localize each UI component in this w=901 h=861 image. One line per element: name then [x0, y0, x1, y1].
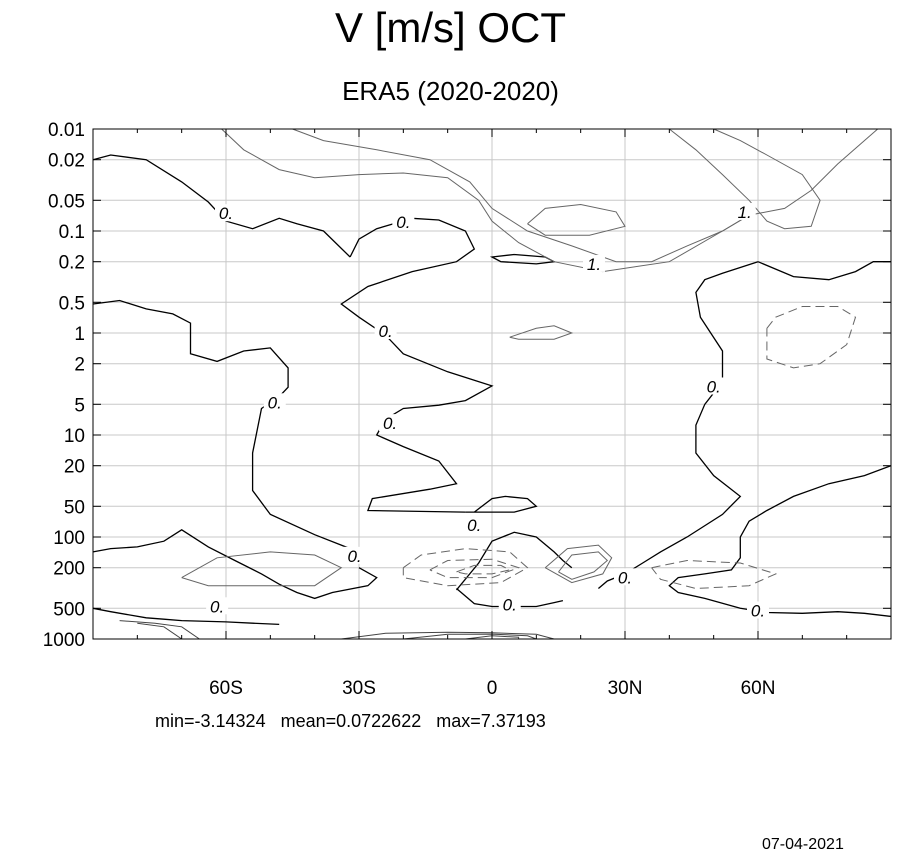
- y-tick-label: 0.5: [59, 293, 85, 314]
- contour-positive: [181, 551, 343, 587]
- contour-label-bg: [582, 254, 605, 272]
- y-tick-label: 0.05: [48, 191, 85, 212]
- y-tick-label: 1: [74, 324, 85, 345]
- y-tick-label: 1000: [43, 630, 85, 651]
- contour-label-bg: [733, 202, 756, 220]
- contour-positive: [221, 128, 879, 273]
- contour-zero: [668, 465, 892, 618]
- contour-lines: [92, 128, 892, 640]
- contour-positive: [509, 325, 574, 340]
- contour-label: 0.: [219, 204, 233, 223]
- y-tick-label: 0.2: [59, 253, 85, 274]
- y-tick-label: 100: [53, 528, 85, 549]
- y-tick-label: 50: [64, 497, 85, 518]
- x-axis-tick-labels: 60S 30S 0 30N 60N: [209, 678, 775, 699]
- stat-max: max=7.37193: [436, 711, 546, 731]
- contour-label: 0.: [379, 322, 393, 341]
- contour-positive: [668, 128, 821, 230]
- x-tick-label: 60S: [209, 678, 243, 699]
- contour-positive: [527, 203, 626, 236]
- y-tick-label: 5: [74, 395, 85, 416]
- contour-surface: [341, 631, 555, 640]
- contour-zero: [455, 531, 573, 591]
- contour-label-bg: [215, 204, 237, 222]
- contour-label-bg: [263, 393, 286, 411]
- contour-label: 0.: [383, 414, 397, 433]
- x-tick-label: 60N: [741, 678, 776, 699]
- x-tick-label: 30S: [342, 678, 376, 699]
- contour-zero: [92, 529, 378, 600]
- contour-label: 0.: [268, 393, 282, 412]
- contour-zero: [92, 299, 360, 559]
- contour-surface: [119, 620, 200, 640]
- y-tick-label: 20: [64, 457, 85, 478]
- contour-surface: [465, 635, 520, 640]
- contour-label-bg: [614, 568, 636, 586]
- chart-title: V [m/s] OCT: [335, 4, 566, 51]
- y-tick-label: 10: [64, 426, 85, 447]
- contour-label-bg: [206, 597, 229, 615]
- x-tick-label: 0: [487, 678, 498, 699]
- contour-label-bg: [702, 377, 725, 395]
- contour-labels: 0. 0. 0. 0. 0. 0. 0. 0. 0. 0. 0. 0. 1. 1.: [206, 202, 769, 621]
- contour-zero: [597, 261, 759, 589]
- contour-label: 0.: [396, 213, 410, 232]
- contour-label: 0.: [347, 547, 361, 566]
- grid: [93, 128, 891, 640]
- x-tick-label: 30N: [608, 678, 643, 699]
- footer-date: 07-04-2021: [762, 836, 844, 853]
- contour-negative: [402, 548, 529, 587]
- contour-label-bg: [463, 516, 486, 534]
- contour-zero: [92, 607, 280, 626]
- contour-label-bg: [498, 595, 521, 613]
- contour-label: 1.: [587, 255, 601, 274]
- contour-label: 0.: [618, 568, 632, 587]
- contour-negative: [766, 306, 857, 369]
- contour-label-bg: [379, 414, 402, 432]
- y-tick-label: 500: [53, 599, 85, 620]
- axis-ticks: [93, 128, 891, 640]
- contour-label: 0.: [467, 516, 481, 535]
- contour-surface: [137, 622, 182, 640]
- stats-line: min=-3.14324 mean=0.0722622 max=7.37193: [155, 711, 546, 732]
- stat-mean: mean=0.0722622: [280, 711, 422, 731]
- contour-label-bg: [374, 322, 397, 339]
- contour-positive: [544, 544, 613, 584]
- contour-zero: [489, 253, 557, 265]
- contour-label: 0.: [503, 595, 517, 614]
- contour-negative: [429, 558, 521, 579]
- contour-label-bg: [343, 546, 366, 564]
- contour-label: 1.: [738, 203, 752, 222]
- contour-label: 0.: [751, 602, 765, 621]
- y-tick-label: 0.01: [48, 120, 85, 141]
- contour-label-bg: [392, 212, 415, 230]
- contour-negative: [456, 564, 512, 575]
- contour-positive: [558, 551, 609, 580]
- stat-min: min=-3.14324: [155, 711, 266, 731]
- contour-zero: [757, 261, 891, 281]
- y-tick-label: 0.1: [59, 222, 85, 243]
- y-tick-label: 0.02: [48, 151, 85, 172]
- contour-negative: [651, 559, 778, 590]
- y-tick-label: 2: [74, 355, 85, 376]
- contour-label: 0.: [210, 597, 224, 616]
- contour-zero: [340, 217, 494, 513]
- y-axis-tick-labels: 0.01 0.02 0.05 0.1 0.2 0.5 1 2 5 10 20 50 100 200 500 1…: [43, 120, 85, 651]
- chart-subtitle: ERA5 (2020-2020): [342, 76, 559, 106]
- contour-positive: [292, 128, 750, 263]
- contour-label: 0.: [707, 377, 721, 396]
- contour-zero: [465, 495, 538, 513]
- y-tick-label: 200: [53, 559, 85, 580]
- contour-label-bg: [747, 601, 769, 619]
